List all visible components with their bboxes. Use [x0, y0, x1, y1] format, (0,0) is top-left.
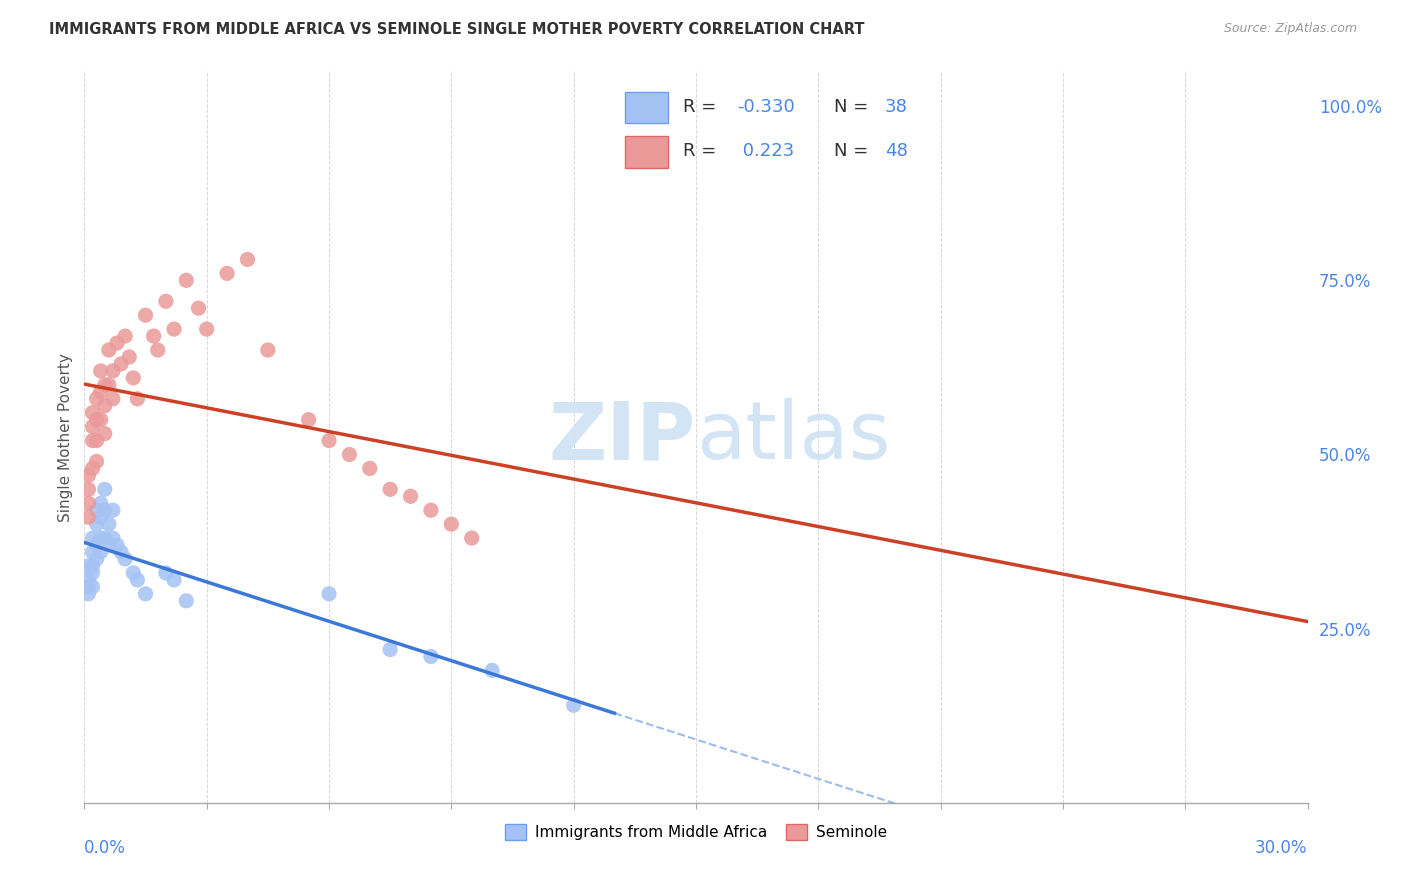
Point — [101, 392, 124, 406]
Point — [142, 329, 165, 343]
Point — [127, 392, 149, 406]
Point — [82, 545, 104, 559]
Point — [380, 483, 402, 497]
Point — [135, 308, 157, 322]
Point — [97, 517, 120, 532]
Point — [101, 503, 124, 517]
Point — [298, 412, 321, 426]
Point — [110, 545, 132, 559]
Point — [155, 566, 177, 580]
Point — [77, 573, 100, 587]
Point — [77, 587, 100, 601]
Point — [82, 531, 104, 545]
Point — [86, 434, 108, 448]
Point — [122, 371, 145, 385]
Point — [236, 252, 259, 267]
Point — [93, 377, 115, 392]
Text: ZIP: ZIP — [548, 398, 696, 476]
Point — [97, 538, 120, 552]
Point — [114, 329, 136, 343]
Point — [86, 503, 108, 517]
Point — [97, 377, 120, 392]
Point — [174, 273, 197, 287]
Point — [461, 531, 484, 545]
Point — [359, 461, 381, 475]
Point — [82, 566, 104, 580]
Point — [562, 698, 585, 713]
Point — [155, 294, 177, 309]
Point — [195, 322, 218, 336]
Point — [97, 343, 120, 357]
Text: 30.0%: 30.0% — [1256, 839, 1308, 857]
Point — [86, 552, 108, 566]
Point — [122, 566, 145, 580]
Point — [163, 322, 186, 336]
Point — [318, 587, 340, 601]
Point — [93, 426, 115, 441]
Point — [380, 642, 402, 657]
Point — [90, 545, 112, 559]
Point — [481, 664, 503, 678]
Point — [105, 336, 128, 351]
Point — [93, 483, 115, 497]
Point — [77, 496, 100, 510]
Point — [440, 517, 463, 532]
Text: IMMIGRANTS FROM MIDDLE AFRICA VS SEMINOLE SINGLE MOTHER POVERTY CORRELATION CHAR: IMMIGRANTS FROM MIDDLE AFRICA VS SEMINOL… — [49, 22, 865, 37]
Point — [420, 503, 443, 517]
Point — [90, 531, 112, 545]
Point — [146, 343, 169, 357]
Point — [90, 384, 112, 399]
Point — [77, 580, 100, 594]
Point — [90, 496, 112, 510]
Y-axis label: Single Mother Poverty: Single Mother Poverty — [58, 352, 73, 522]
Point — [82, 461, 104, 475]
Point — [339, 448, 361, 462]
Legend: Immigrants from Middle Africa, Seminole: Immigrants from Middle Africa, Seminole — [499, 818, 893, 847]
Point — [174, 594, 197, 608]
Point — [114, 552, 136, 566]
Point — [420, 649, 443, 664]
Point — [257, 343, 280, 357]
Point — [110, 357, 132, 371]
Text: 0.0%: 0.0% — [84, 839, 127, 857]
Point — [86, 392, 108, 406]
Point — [77, 510, 100, 524]
Point — [187, 301, 209, 316]
Point — [90, 412, 112, 426]
Point — [77, 468, 100, 483]
Point — [90, 364, 112, 378]
Point — [77, 558, 100, 573]
Point — [118, 350, 141, 364]
Point — [86, 538, 108, 552]
Point — [82, 419, 104, 434]
Point — [86, 454, 108, 468]
Point — [399, 489, 422, 503]
Point — [135, 587, 157, 601]
Point — [93, 399, 115, 413]
Point — [318, 434, 340, 448]
Point — [82, 406, 104, 420]
Point — [163, 573, 186, 587]
Point — [101, 531, 124, 545]
Text: Source: ZipAtlas.com: Source: ZipAtlas.com — [1223, 22, 1357, 36]
Point — [105, 538, 128, 552]
Point — [93, 503, 115, 517]
Point — [86, 412, 108, 426]
Point — [101, 364, 124, 378]
Point — [86, 517, 108, 532]
Point — [90, 510, 112, 524]
Point — [127, 573, 149, 587]
Point — [93, 531, 115, 545]
Point — [217, 266, 239, 280]
Text: atlas: atlas — [696, 398, 890, 476]
Point — [77, 483, 100, 497]
Point — [82, 558, 104, 573]
Point — [82, 434, 104, 448]
Point — [82, 580, 104, 594]
